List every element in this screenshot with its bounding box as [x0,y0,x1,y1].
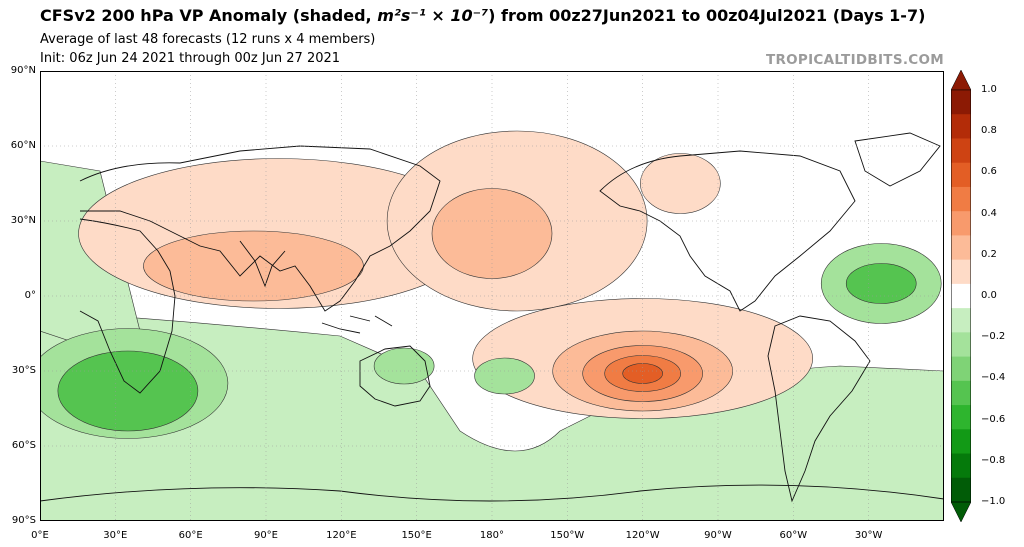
indonesia-coast [321,315,393,334]
longitude-tick-label: 150°E [401,530,432,541]
colorbar-segment [951,259,971,285]
colorbar-tick-label: −0.4 [981,372,1006,384]
greenland-coast [854,132,941,187]
latitude-tick-label: 30°N [10,215,36,226]
atlantic-negative-inner [845,263,917,304]
map-frame [40,71,944,521]
latitude-tick-label: 30°S [11,365,36,376]
eurasia-coast [79,145,441,312]
brand-watermark: TROPICALTIDBITS.COM [765,52,944,68]
latitude-tick-label: 0° [24,290,36,301]
longitude-tick-label: 30°W [854,530,883,541]
colorbar-segment [951,162,971,188]
north-america-coast [599,150,856,312]
colorbar-tick-label: −0.2 [981,331,1006,343]
longitude-tick-label: 180° [479,530,505,541]
colorbar-segment [951,356,971,382]
colorbar-tick-label: 0.6 [981,166,997,178]
colorbar-segment [951,283,971,309]
colorbar-segment [951,186,971,212]
pacific-positive-inner [431,188,553,279]
longitude-tick-label: 30°E [103,530,128,541]
colorbar-max-arrow [951,70,971,91]
colorbar-segment [951,405,971,430]
colorbar-segment [951,90,971,115]
subtitle-forecast-average: Average of last 48 forecasts (12 runs x … [40,32,376,47]
australia-coast [359,345,431,407]
colorbar-tick-label: −0.8 [981,454,1006,466]
colorbar-segment [951,138,971,164]
colorbar-segment [951,332,971,358]
vp-anomaly-map [40,71,944,521]
latitude-tick-label: 60°N [10,140,36,151]
indian-ocean-negative-inner [57,350,199,432]
longitude-tick-label: 0°E [31,530,49,541]
south-pacific-negative [474,357,535,395]
africa-coast [79,218,176,394]
colorbar-tick-label: 0.4 [981,207,997,219]
subtitle-init-time: Init: 06z Jun 24 2021 through 00z Jun 27… [40,51,341,66]
latitude-tick-label: 60°S [11,440,36,451]
colorbar-tick-label: 0.0 [981,290,997,301]
colorbar-tick-label: 0.8 [981,125,997,137]
north-america-positive [640,153,721,214]
latitude-tick-label: 90°S [11,515,36,526]
colorbar-tick-label: −0.6 [981,413,1006,425]
longitude-tick-label: 120°W [625,530,660,541]
south-asia-positive [143,230,364,302]
longitude-tick-label: 60°W [779,530,808,541]
colorbar-segment [951,477,971,503]
colorbar-tick-label: 0.2 [981,248,997,260]
longitude-tick-label: 120°E [326,530,357,541]
title-prefix: CFSv2 200 hPa VP Anomaly (shaded, [40,6,378,25]
tasman-negative [373,347,435,385]
colorbar-min-arrow [951,501,971,522]
colorbar-frame [951,89,971,503]
south-america-coast [767,315,871,503]
longitude-tick-label: 90°E [253,530,279,541]
colorbar-segment [951,453,971,479]
colorbar [951,70,971,522]
colorbar-tick-label: −1.0 [981,496,1006,507]
colorbar-segment [951,211,971,236]
longitude-tick-label: 90°W [704,530,732,541]
colorbar-segment [951,429,971,455]
colorbar-segment [951,308,971,333]
lat-lon-grid [40,71,944,521]
longitude-tick-label: 60°E [178,530,203,541]
latitude-tick-label: 90°N [10,65,36,76]
colorbar-tick-label: 1.0 [981,84,997,95]
southeast-pacific-positive-5 [622,363,663,384]
colorbar-segment [951,114,971,139]
colorbar-segment [951,235,971,261]
page-title: CFSv2 200 hPa VP Anomaly (shaded, m²s⁻¹ … [40,6,925,25]
antarctica-coast [40,484,944,502]
india-coast [239,240,286,288]
colorbar-segment [951,380,971,406]
title-math: m²s⁻¹ × 10⁻⁷ [377,6,489,25]
coastlines [40,132,944,503]
title-suffix: ) from 00z27Jun2021 to 00z04Jul2021 (Day… [488,6,926,25]
longitude-tick-label: 150°W [550,530,585,541]
